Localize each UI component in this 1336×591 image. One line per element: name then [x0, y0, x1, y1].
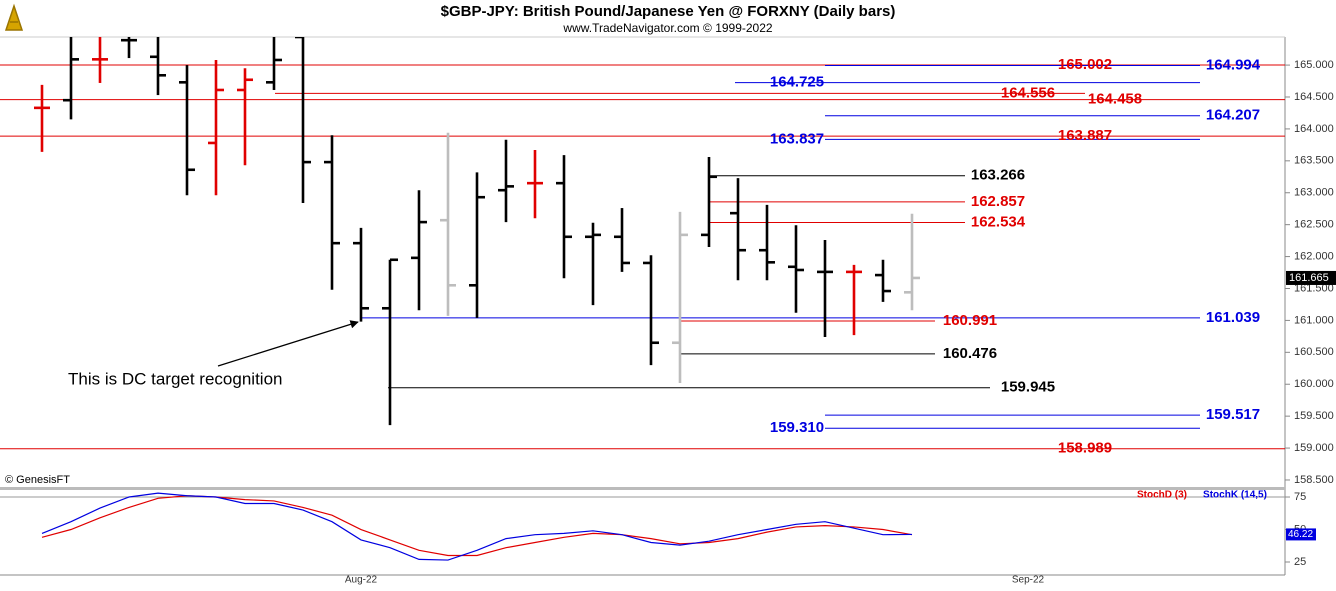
- level-label: 165.002: [1058, 56, 1112, 73]
- level-label: 161.039: [1206, 309, 1260, 326]
- level-labels: 165.002 164.994 164.725 164.556 164.458 164.2…: [770, 56, 1261, 457]
- stoch-panel: [0, 492, 1285, 561]
- y-tick-label: 75: [1294, 491, 1306, 503]
- y-tick-label: 163.000: [1294, 187, 1334, 199]
- y-tick-label: 164.500: [1294, 91, 1334, 103]
- last-value-box: [1286, 528, 1316, 541]
- level-label: 164.556: [1001, 84, 1055, 101]
- level-label: 164.207: [1206, 107, 1260, 124]
- panel-separator: [0, 487, 1285, 490]
- level-label: 162.534: [971, 213, 1026, 230]
- level-label: 160.991: [943, 312, 997, 329]
- x-tick-label: Sep-22: [1012, 575, 1045, 586]
- last-value-label: 46.22: [1288, 529, 1313, 540]
- legend-entry: StochK (14,5): [1203, 490, 1267, 501]
- legend-entry: StochD (3): [1137, 490, 1187, 501]
- y-tick-label: 164.000: [1294, 123, 1334, 135]
- level-label: 163.837: [770, 130, 824, 147]
- y-tick-label: 161.500: [1294, 282, 1334, 294]
- y-tick-label: 163.500: [1294, 155, 1334, 167]
- level-label: 159.310: [770, 419, 824, 436]
- y-tick-label: 161.000: [1294, 314, 1334, 326]
- level-label: 159.945: [1001, 379, 1055, 396]
- last-price-label: 161.665: [1289, 272, 1329, 284]
- level-label: 164.994: [1206, 56, 1261, 73]
- level-label: 164.458: [1088, 91, 1142, 108]
- last-price-box: [1286, 270, 1336, 285]
- level-label: 164.725: [770, 74, 824, 91]
- axes: 158.500 159.000 159.500 160.000 160.500 161.0…: [345, 59, 1336, 586]
- level-label: 163.266: [971, 167, 1025, 184]
- logo: [4, 3, 24, 31]
- price-panel: [0, 37, 1285, 450]
- y-tick-label: 159.000: [1294, 442, 1334, 454]
- level-label: 160.476: [943, 345, 997, 362]
- annotation-arrow: [217, 320, 359, 367]
- level-label: 163.887: [1058, 127, 1112, 144]
- annotation: This is DC target recognition: [68, 369, 282, 388]
- credit: © GenesisFT: [5, 474, 70, 486]
- chart-subtitle: www.TradeNavigator.com © 1999-2022: [562, 21, 772, 35]
- x-tick-label: Aug-22: [345, 575, 378, 586]
- level-label: 159.517: [1206, 406, 1260, 423]
- y-tick-label: 25: [1294, 556, 1306, 568]
- stoch-line: [41, 492, 913, 561]
- y-tick-label: 162.500: [1294, 219, 1334, 231]
- y-tick-label: 165.000: [1294, 59, 1334, 71]
- y-tick-label: 159.500: [1294, 410, 1334, 422]
- y-tick-label: 162.000: [1294, 250, 1334, 262]
- y-tick-label: 160.500: [1294, 346, 1334, 358]
- level-label: 162.857: [971, 193, 1025, 210]
- level-label: 158.989: [1058, 440, 1112, 457]
- y-tick-label: 160.000: [1294, 378, 1334, 390]
- chart-title: $GBP-JPY: British Pound/Japanese Yen @ F…: [441, 3, 896, 20]
- y-tick-label: 158.500: [1294, 474, 1334, 486]
